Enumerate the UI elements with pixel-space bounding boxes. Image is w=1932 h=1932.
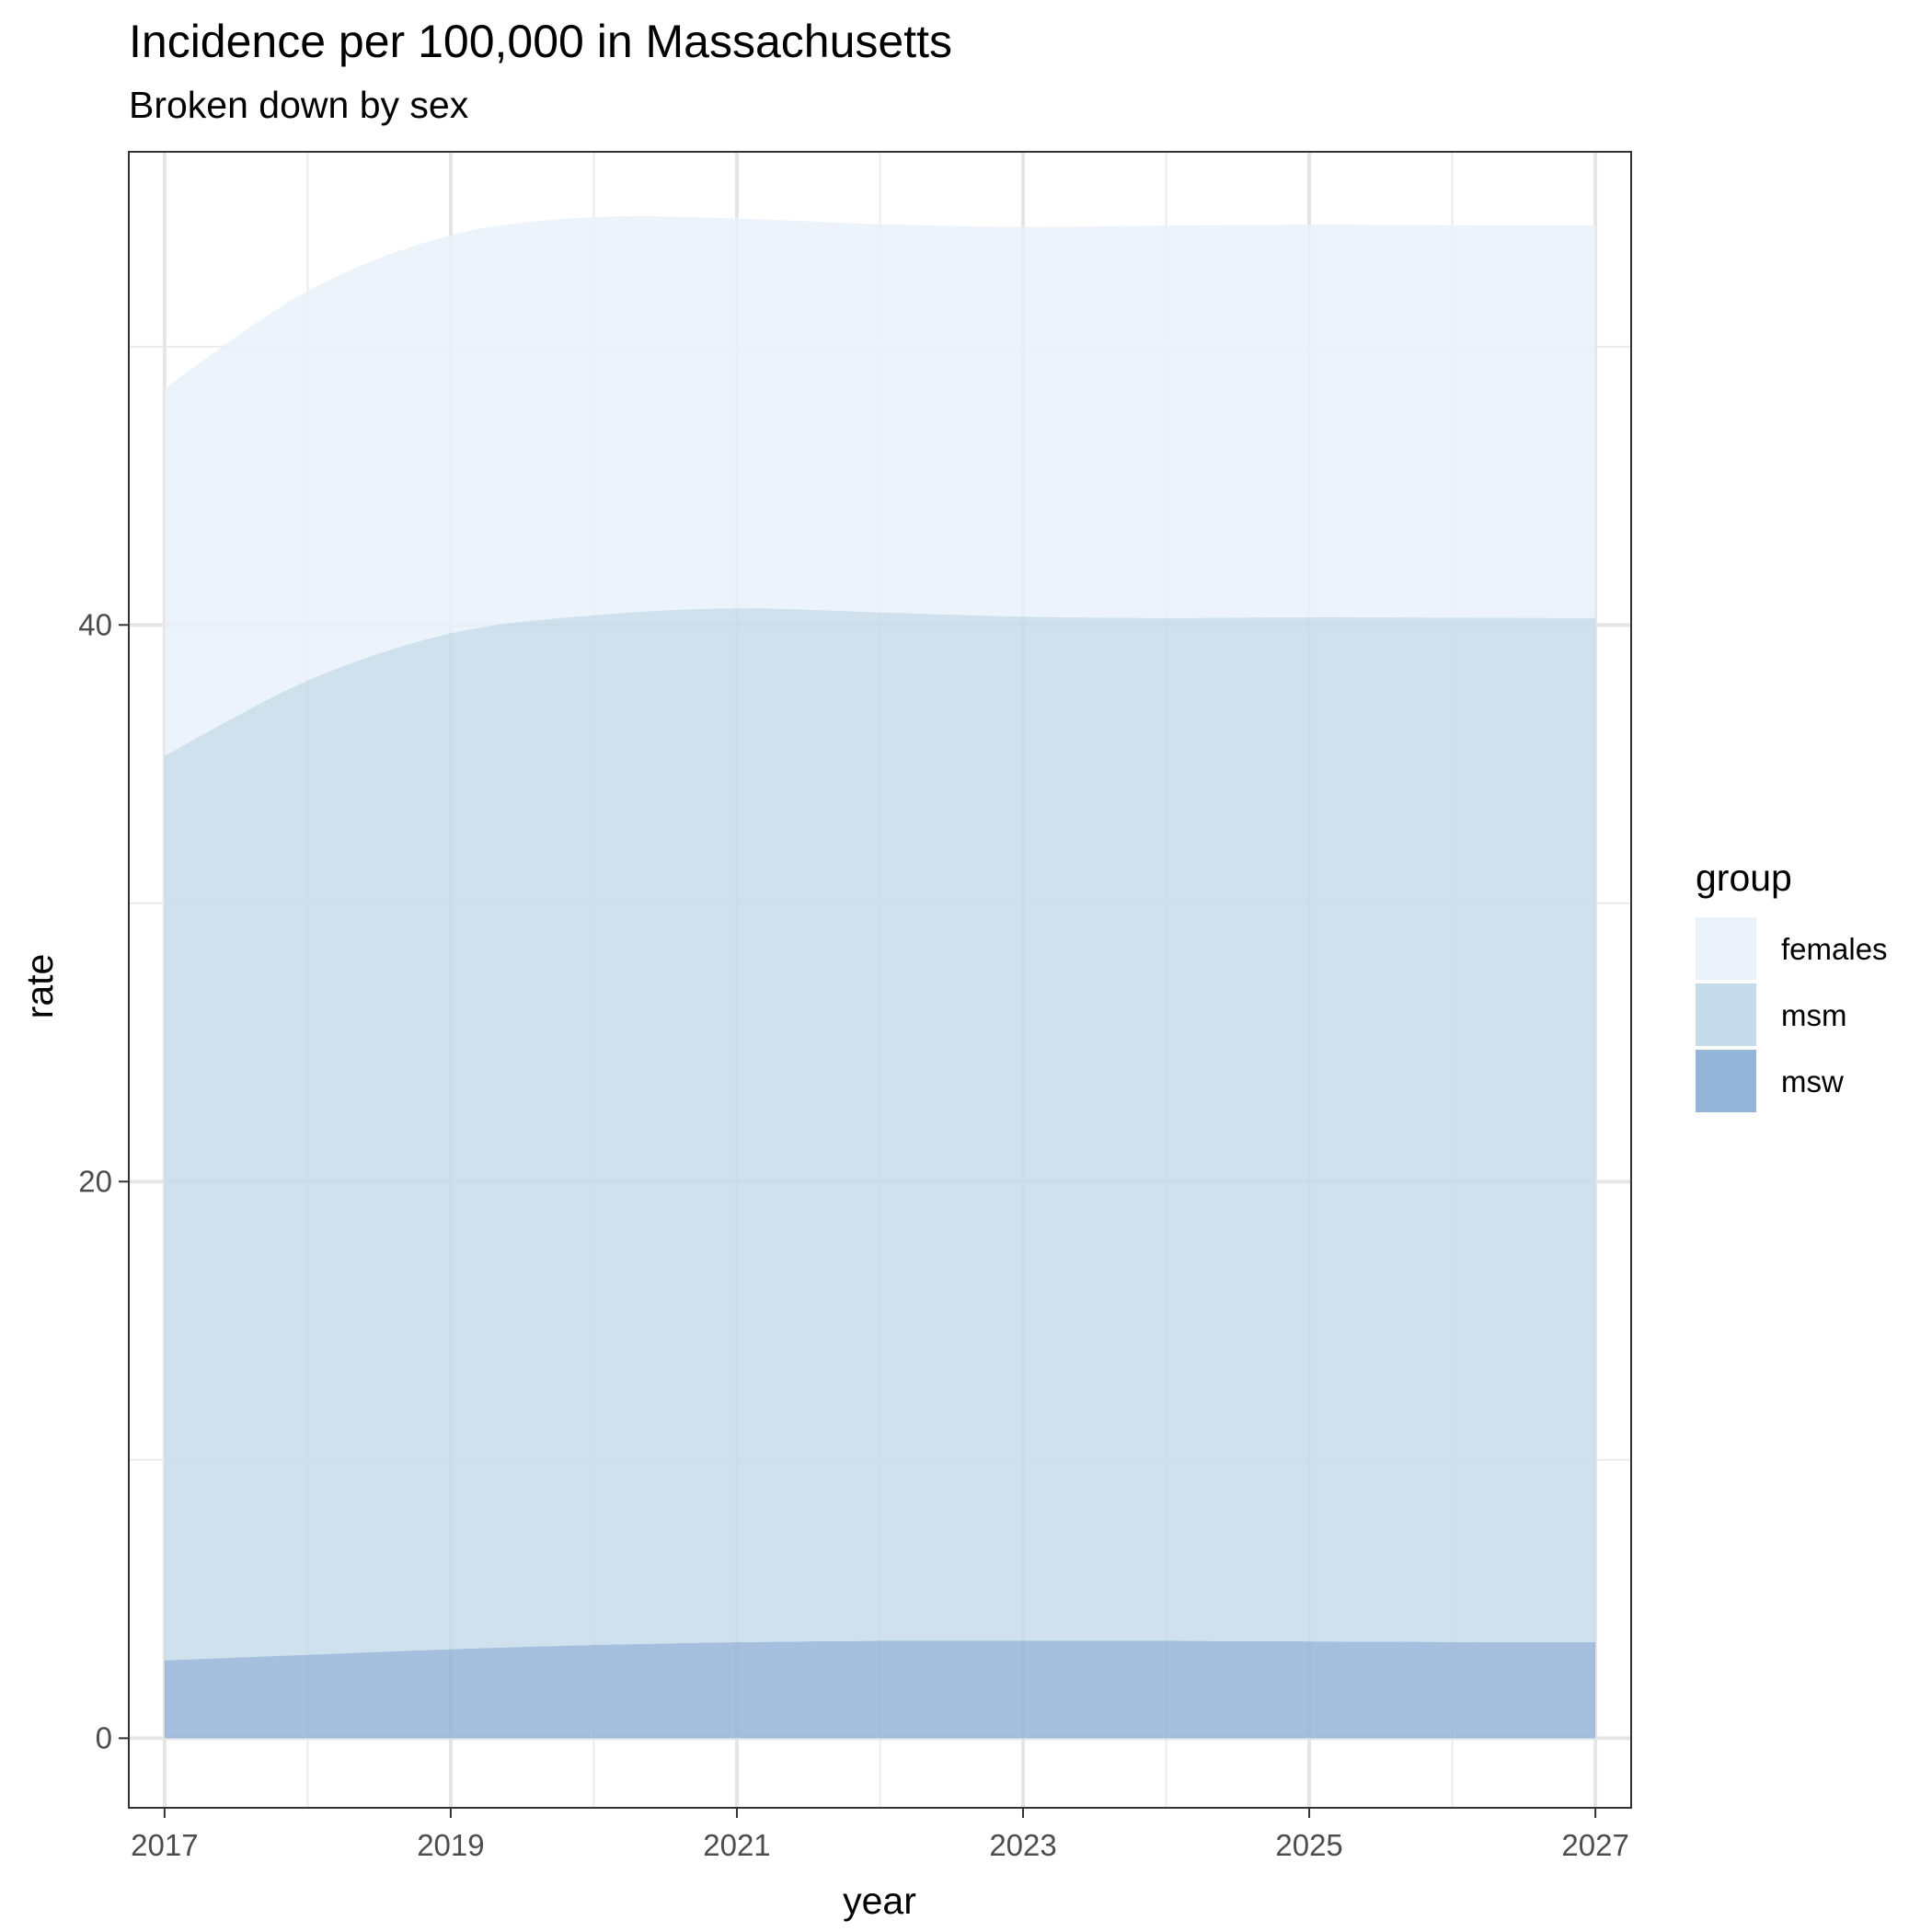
legend-label-msm: msm — [1781, 998, 1846, 1032]
legend-key-msm — [1696, 983, 1756, 1046]
legend: females msm msw — [1696, 917, 1888, 1112]
y-tick-label: 40 — [78, 607, 112, 641]
x-tick-label: 2023 — [989, 1828, 1056, 1862]
area-series — [164, 215, 1596, 1739]
x-axis-title: year — [843, 1880, 916, 1922]
legend-label-msw: msw — [1781, 1064, 1844, 1098]
x-tick-label: 2019 — [417, 1828, 484, 1862]
legend-label-females: females — [1781, 932, 1888, 966]
x-tick-label: 2017 — [131, 1828, 198, 1862]
x-tick-label: 2025 — [1275, 1828, 1342, 1862]
x-tick-label: 2021 — [703, 1828, 770, 1862]
y-axis: 0 20 40 — [78, 607, 129, 1754]
plot-panel-border — [128, 151, 1632, 1809]
chart-subtitle: Broken down by sex — [129, 84, 469, 126]
legend-title: group — [1696, 857, 1792, 899]
x-tick-label: 2027 — [1561, 1828, 1628, 1862]
area-msm — [164, 608, 1596, 1661]
y-tick-label: 0 — [96, 1720, 112, 1754]
legend-key-msw — [1696, 1050, 1756, 1112]
y-tick-label: 20 — [78, 1164, 112, 1198]
area-msw — [164, 1640, 1596, 1739]
area-females — [164, 215, 1596, 756]
legend-key-females — [1696, 917, 1756, 980]
x-axis: 2017 2019 2021 2023 2025 2027 — [131, 1808, 1629, 1862]
y-axis-title: rate — [18, 954, 61, 1019]
chart-title: Incidence per 100,000 in Massachusetts — [129, 16, 952, 67]
